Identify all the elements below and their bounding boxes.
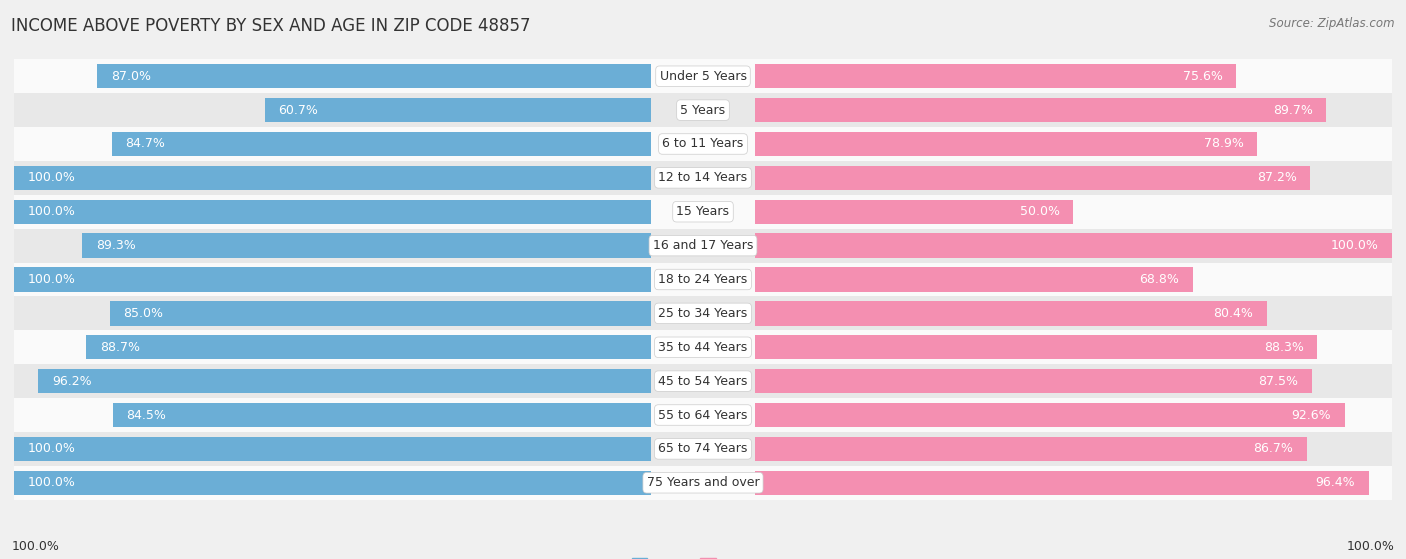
Text: 89.7%: 89.7% [1272, 103, 1313, 117]
Text: 86.7%: 86.7% [1254, 442, 1294, 456]
Text: 6 to 11 Years: 6 to 11 Years [662, 138, 744, 150]
Bar [14, 471, 651, 495]
Text: 96.2%: 96.2% [52, 375, 91, 387]
Text: 35 to 44 Years: 35 to 44 Years [658, 341, 748, 354]
Bar [264, 98, 651, 122]
Text: 75 Years and over: 75 Years and over [647, 476, 759, 489]
Text: 75.6%: 75.6% [1182, 70, 1223, 83]
Bar [14, 195, 1392, 229]
Bar [755, 132, 1257, 156]
Bar [755, 437, 1308, 461]
Text: 87.0%: 87.0% [111, 70, 150, 83]
Bar [14, 398, 1392, 432]
Text: 60.7%: 60.7% [278, 103, 318, 117]
Text: 100.0%: 100.0% [28, 442, 76, 456]
Bar [755, 471, 1369, 495]
Bar [14, 229, 1392, 263]
Bar [755, 301, 1267, 325]
Legend: Male, Female: Male, Female [626, 553, 780, 559]
Text: 88.7%: 88.7% [100, 341, 139, 354]
Bar [14, 127, 1392, 161]
Text: 50.0%: 50.0% [1019, 205, 1060, 218]
Bar [14, 200, 651, 224]
Text: 85.0%: 85.0% [124, 307, 163, 320]
Bar [755, 165, 1310, 190]
Text: 84.5%: 84.5% [127, 409, 166, 421]
Bar [755, 369, 1312, 394]
Text: 84.7%: 84.7% [125, 138, 166, 150]
Text: 78.9%: 78.9% [1204, 138, 1244, 150]
Text: 100.0%: 100.0% [28, 273, 76, 286]
Text: 25 to 34 Years: 25 to 34 Years [658, 307, 748, 320]
Bar [14, 267, 651, 292]
Bar [755, 64, 1236, 88]
Text: 100.0%: 100.0% [11, 541, 59, 553]
Bar [14, 165, 651, 190]
Bar [14, 466, 1392, 500]
Text: 100.0%: 100.0% [28, 205, 76, 218]
Text: 87.2%: 87.2% [1257, 172, 1296, 184]
Text: 80.4%: 80.4% [1213, 307, 1253, 320]
Bar [755, 335, 1317, 359]
Text: 88.3%: 88.3% [1264, 341, 1303, 354]
Text: INCOME ABOVE POVERTY BY SEX AND AGE IN ZIP CODE 48857: INCOME ABOVE POVERTY BY SEX AND AGE IN Z… [11, 17, 530, 35]
Text: 12 to 14 Years: 12 to 14 Years [658, 172, 748, 184]
Text: 5 Years: 5 Years [681, 103, 725, 117]
Bar [14, 59, 1392, 93]
Text: 100.0%: 100.0% [28, 172, 76, 184]
Text: 16 and 17 Years: 16 and 17 Years [652, 239, 754, 252]
Text: 100.0%: 100.0% [1330, 239, 1378, 252]
Bar [82, 234, 651, 258]
Bar [14, 364, 1392, 398]
Text: 15 Years: 15 Years [676, 205, 730, 218]
Text: 100.0%: 100.0% [1347, 541, 1395, 553]
Text: 96.4%: 96.4% [1316, 476, 1355, 489]
Text: Source: ZipAtlas.com: Source: ZipAtlas.com [1270, 17, 1395, 30]
Bar [14, 296, 1392, 330]
Bar [755, 234, 1392, 258]
Bar [14, 263, 1392, 296]
Bar [111, 132, 651, 156]
Bar [14, 330, 1392, 364]
Bar [755, 98, 1326, 122]
Bar [14, 93, 1392, 127]
Text: 65 to 74 Years: 65 to 74 Years [658, 442, 748, 456]
Bar [97, 64, 651, 88]
Text: 89.3%: 89.3% [96, 239, 136, 252]
Bar [14, 432, 1392, 466]
Bar [86, 335, 651, 359]
Bar [112, 403, 651, 427]
Bar [755, 267, 1194, 292]
Bar [755, 403, 1344, 427]
Bar [14, 161, 1392, 195]
Text: 18 to 24 Years: 18 to 24 Years [658, 273, 748, 286]
Text: 100.0%: 100.0% [28, 476, 76, 489]
Bar [110, 301, 651, 325]
Bar [38, 369, 651, 394]
Text: Under 5 Years: Under 5 Years [659, 70, 747, 83]
Text: 87.5%: 87.5% [1258, 375, 1299, 387]
Text: 45 to 54 Years: 45 to 54 Years [658, 375, 748, 387]
Text: 55 to 64 Years: 55 to 64 Years [658, 409, 748, 421]
Bar [14, 437, 651, 461]
Bar [755, 200, 1073, 224]
Text: 92.6%: 92.6% [1291, 409, 1331, 421]
Text: 68.8%: 68.8% [1139, 273, 1180, 286]
